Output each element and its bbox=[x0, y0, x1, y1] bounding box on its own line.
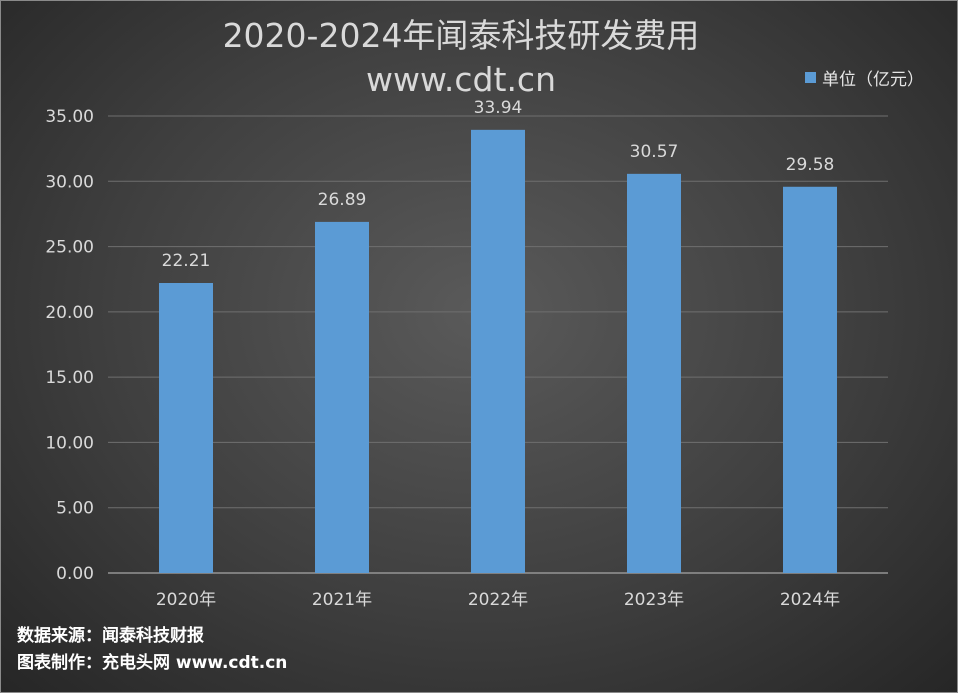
data-label: 33.94 bbox=[474, 98, 523, 118]
y-tick-label: 25.00 bbox=[45, 238, 94, 258]
legend: 单位（亿元） bbox=[805, 65, 924, 90]
y-tick-label: 35.00 bbox=[45, 107, 94, 127]
y-tick-label: 20.00 bbox=[45, 303, 94, 323]
bar bbox=[315, 221, 369, 573]
legend-swatch bbox=[805, 72, 816, 83]
data-source-note: 数据来源：闻泰科技财报 bbox=[17, 626, 204, 646]
data-label: 30.57 bbox=[630, 142, 679, 162]
x-tick-label: 2020年 bbox=[156, 590, 216, 610]
bar bbox=[627, 173, 681, 573]
x-tick-label: 2021年 bbox=[312, 590, 372, 610]
data-label: 26.89 bbox=[318, 190, 367, 210]
bar bbox=[471, 129, 525, 573]
chart-title: 2020-2024年闻泰科技研发费用 bbox=[222, 16, 700, 55]
y-tick-label: 15.00 bbox=[45, 368, 94, 388]
y-tick-label: 0.00 bbox=[56, 564, 94, 584]
bar bbox=[783, 186, 837, 573]
x-tick-label: 2023年 bbox=[624, 590, 684, 610]
data-label: 22.21 bbox=[162, 251, 211, 271]
chart-subtitle: www.cdt.cn bbox=[365, 60, 556, 99]
x-tick-label: 2022年 bbox=[468, 590, 528, 610]
y-tick-label: 10.00 bbox=[45, 433, 94, 453]
y-tick-label: 30.00 bbox=[45, 172, 94, 192]
legend-label: 单位（亿元） bbox=[822, 70, 924, 90]
bar bbox=[159, 283, 213, 573]
y-tick-label: 5.00 bbox=[56, 499, 94, 519]
x-tick-label: 2024年 bbox=[780, 590, 840, 610]
chart-credit-note: 图表制作：充电头网 www.cdt.cn bbox=[17, 653, 288, 673]
data-label: 29.58 bbox=[786, 155, 835, 175]
